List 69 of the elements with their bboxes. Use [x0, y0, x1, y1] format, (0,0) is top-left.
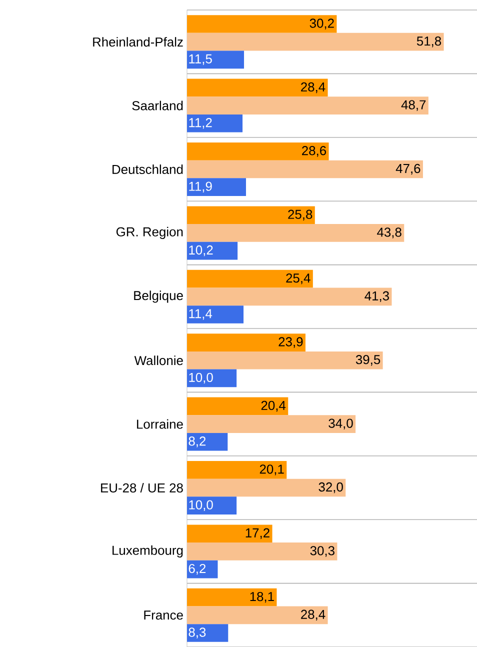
- bar: [187, 224, 404, 242]
- y-tick-label: Saarland: [132, 100, 183, 110]
- y-tick-label: Wallonie: [134, 356, 183, 366]
- data-label: 32,0: [318, 482, 343, 494]
- data-label: 39,5: [356, 355, 380, 366]
- data-label: 8,2: [188, 436, 206, 448]
- data-label: 10,0: [189, 372, 213, 384]
- data-label: 23,9: [278, 337, 303, 348]
- data-label: 11,9: [189, 182, 212, 192]
- data-label: 48,7: [401, 100, 426, 111]
- data-label: 43,8: [377, 228, 402, 238]
- data-label: 30,2: [310, 18, 334, 30]
- data-label: 28,4: [301, 610, 326, 621]
- y-tick-label: Rheinland-Pfalz: [93, 37, 183, 47]
- data-label: 25,8: [288, 210, 312, 220]
- data-label: 11,4: [189, 309, 212, 320]
- bar: [187, 306, 244, 324]
- bar: [187, 15, 337, 33]
- data-label: 11,2: [189, 118, 212, 129]
- bar: [187, 32, 444, 51]
- data-label: 28,6: [302, 146, 326, 157]
- bar: [187, 624, 228, 642]
- bar: [187, 206, 315, 224]
- bar: [187, 432, 228, 451]
- bar: [187, 160, 423, 178]
- data-label: 18,1: [250, 592, 274, 603]
- y-tick-label: Belgique: [134, 290, 183, 303]
- bar: [187, 524, 272, 543]
- data-label: 51,8: [416, 36, 442, 48]
- bar: [187, 178, 246, 196]
- bar: [187, 369, 237, 388]
- bar: [187, 496, 237, 515]
- data-label: 17,2: [246, 528, 270, 539]
- y-tick-label: Luxembourg: [112, 545, 183, 558]
- y-tick-label: EU-28 / UE 28: [101, 482, 183, 493]
- bar: [187, 461, 287, 479]
- data-label: 10,2: [189, 245, 213, 256]
- data-label: 30,3: [310, 546, 334, 557]
- bar: [187, 478, 346, 497]
- data-label: 41,3: [364, 291, 389, 302]
- bar: [187, 588, 277, 606]
- data-label: 20,1: [260, 464, 284, 476]
- bar: [187, 114, 243, 132]
- bar: [187, 242, 238, 260]
- bar: [187, 397, 288, 416]
- y-tick-label: GR. Region: [116, 226, 183, 239]
- y-tick-label: Deutschland: [112, 164, 183, 174]
- bar: [187, 270, 313, 288]
- data-label: 11,5: [189, 54, 212, 65]
- bar: [187, 96, 428, 114]
- bar: [187, 334, 306, 352]
- data-label: 47,6: [396, 164, 420, 175]
- data-label: 34,0: [328, 418, 353, 430]
- bar: [187, 415, 356, 433]
- bar: [187, 142, 329, 160]
- data-label: 28,4: [301, 82, 326, 94]
- bar: [187, 288, 392, 306]
- bar: [187, 606, 328, 624]
- y-tick-label: France: [144, 610, 183, 620]
- bar: [187, 351, 383, 370]
- data-label: 10,0: [189, 500, 213, 511]
- data-label: 25,4: [286, 273, 310, 284]
- data-label: 8,3: [188, 628, 206, 638]
- bar: [187, 50, 244, 69]
- bar: [187, 542, 338, 560]
- y-tick-label: Lorraine: [137, 419, 183, 429]
- data-label: 20,4: [261, 400, 286, 412]
- data-label: 6,2: [188, 564, 206, 575]
- bar: [187, 78, 328, 97]
